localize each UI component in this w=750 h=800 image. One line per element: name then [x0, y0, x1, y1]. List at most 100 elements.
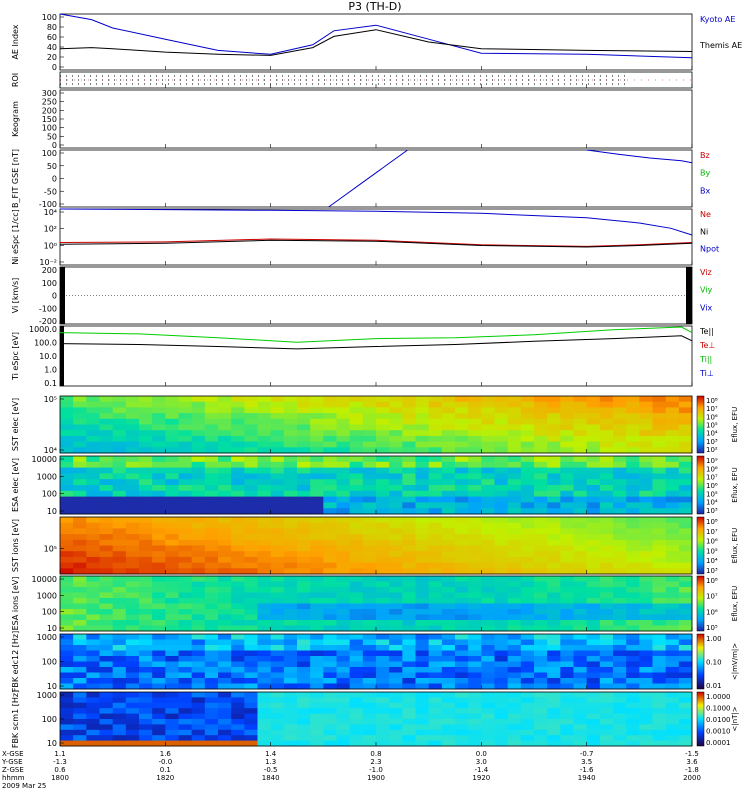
heatmap-cell [678, 581, 693, 588]
heatmap-cell [139, 534, 153, 541]
heatmap-cell [613, 522, 627, 529]
heatmap-cell [534, 661, 548, 668]
panel-frame [59, 13, 693, 71]
heatmap-cell [494, 740, 509, 747]
heatmap-cell [165, 447, 179, 454]
heatmap-cell [586, 656, 601, 662]
heatmap-cell [520, 441, 535, 448]
heatmap-cell [297, 467, 311, 474]
heatmap-cell [362, 614, 377, 621]
heatmap-cell [455, 407, 469, 414]
heatmap-cell [507, 490, 522, 498]
heatmap-cell [639, 568, 653, 575]
heatmap-cell [494, 485, 509, 492]
heatmap-cell [336, 609, 351, 615]
heatmap-cell [573, 683, 588, 690]
heatmap-cell [520, 650, 535, 657]
heatmap-cell [560, 413, 574, 420]
heatmap-cell [125, 713, 140, 720]
heatmap-cell [152, 401, 166, 408]
heatmap-cell [257, 413, 272, 420]
heatmap-cell [362, 692, 377, 698]
heatmap-cell [323, 708, 337, 715]
heatmap-cell [665, 479, 680, 486]
heatmap-cell [599, 430, 614, 437]
heatmap-cell [665, 592, 680, 599]
heatmap-cell [652, 609, 667, 615]
heatmap-cell [586, 496, 601, 503]
heatmap-cell [626, 692, 640, 698]
heatmap-cell [152, 461, 166, 469]
heatmap-cell [639, 576, 653, 582]
heatmap-cell [86, 639, 100, 646]
heatmap-cell [60, 517, 74, 524]
heatmap-cell [441, 735, 456, 742]
heatmap-cell [468, 496, 482, 503]
heatmap-cell [297, 581, 311, 588]
heatmap-cell [507, 702, 522, 709]
heatmap-cell [520, 485, 535, 492]
heatmap-cell [297, 502, 311, 509]
heatmap-cell [468, 645, 482, 651]
heatmap-cell [494, 534, 509, 541]
heatmap-cell [191, 708, 206, 715]
heatmap-cell [125, 424, 140, 431]
heatmap-cell [204, 645, 219, 651]
heatmap-cell [362, 447, 377, 454]
heatmap-cell [428, 496, 443, 503]
heatmap-cell [362, 592, 377, 599]
heatmap-cell [349, 724, 364, 731]
heatmap-cell [362, 517, 377, 524]
heatmap-cell [481, 740, 495, 747]
heatmap-cell [678, 625, 693, 632]
heatmap-cell [613, 479, 627, 486]
heatmap-cell [283, 556, 298, 564]
heatmap-cell [191, 441, 206, 448]
colorbar [696, 455, 705, 515]
heatmap-cell [125, 614, 140, 621]
heatmap-cell [297, 702, 311, 709]
heatmap-cell [165, 650, 179, 657]
heatmap-cell [125, 441, 140, 448]
heatmap-cell [376, 587, 390, 593]
heatmap-cell [626, 556, 640, 564]
heatmap-cell [257, 424, 272, 431]
heatmap-cell [191, 528, 206, 535]
heatmap-cell [349, 568, 364, 575]
heatmap-cell [586, 467, 601, 474]
heatmap-cell [218, 562, 232, 569]
heatmap-cell [297, 407, 311, 414]
heatmap-cell [586, 502, 601, 509]
heatmap-cell [573, 656, 588, 662]
heatmap-cell [310, 683, 324, 690]
heatmap-cell [244, 435, 258, 443]
heatmap-cell [297, 556, 311, 564]
heatmap-cell [678, 461, 693, 469]
heatmap-cell [678, 396, 693, 403]
heatmap-cell [520, 614, 535, 621]
heatmap-cell [125, 587, 140, 593]
heatmap-cell [178, 496, 193, 503]
heatmap-cell [112, 479, 127, 486]
heatmap-cell [349, 447, 364, 454]
heatmap-cell [231, 435, 245, 443]
heatmap-cell [428, 598, 443, 604]
colorbar-tick-label: 0.0001 [706, 739, 731, 747]
heatmap-cell [520, 587, 535, 593]
heatmap-cell [415, 479, 430, 486]
heatmap-cell [362, 639, 377, 646]
heatmap-cell [507, 401, 522, 408]
heatmap-cell [415, 702, 430, 709]
heatmap-cell [139, 683, 153, 690]
heatmap-cell [402, 517, 416, 524]
heatmap-cell [112, 517, 127, 524]
heatmap-cell [191, 692, 206, 698]
heatmap-cell [191, 407, 206, 414]
heatmap-cell [573, 713, 588, 720]
heatmap-cell [481, 396, 495, 403]
heatmap-cell [362, 551, 377, 558]
heatmap-cell [178, 413, 193, 420]
heatmap-cell [613, 413, 627, 420]
heatmap-cell [626, 430, 640, 437]
